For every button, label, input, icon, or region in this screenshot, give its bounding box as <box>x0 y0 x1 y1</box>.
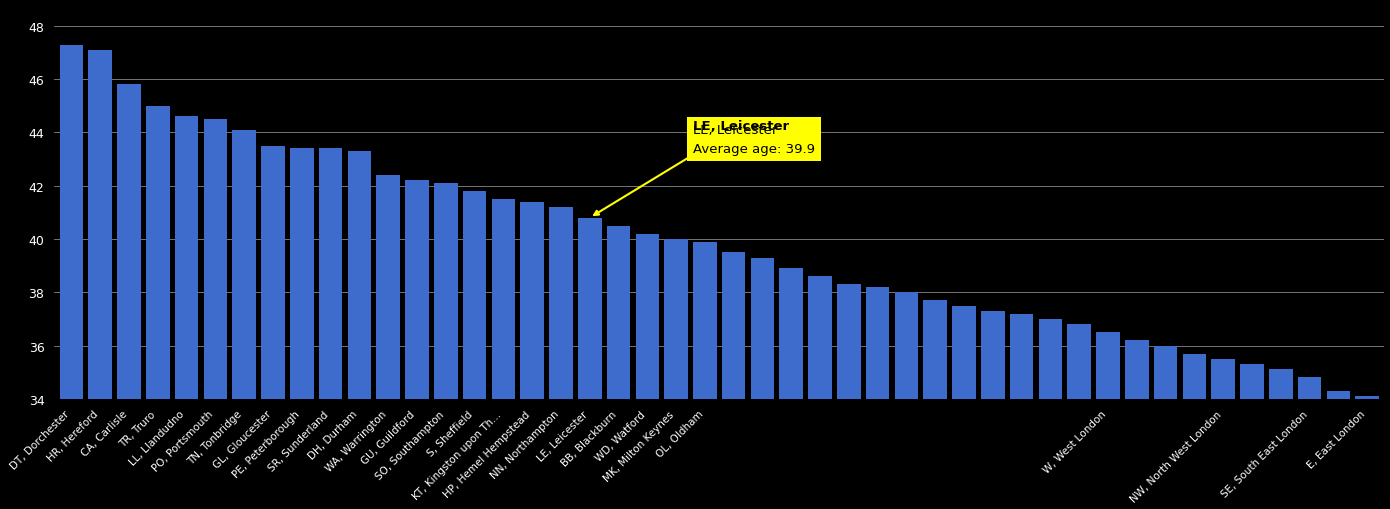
Bar <box>837 285 860 509</box>
Bar <box>1355 397 1379 509</box>
Text: LE, Leicester
Average age: 39.9: LE, Leicester Average age: 39.9 <box>694 124 816 156</box>
Bar <box>751 258 774 509</box>
Bar <box>60 45 83 509</box>
Bar <box>1125 341 1148 509</box>
Bar <box>434 184 457 509</box>
Bar <box>291 149 314 509</box>
Bar <box>664 240 688 509</box>
Bar <box>866 288 890 509</box>
Bar <box>780 269 803 509</box>
Bar <box>1068 325 1091 509</box>
Bar <box>1183 354 1207 509</box>
Bar <box>981 312 1005 509</box>
Bar <box>377 176 400 509</box>
Bar <box>578 218 602 509</box>
Bar <box>635 234 659 509</box>
Bar <box>923 301 947 509</box>
Bar <box>952 306 976 509</box>
Bar <box>203 120 227 509</box>
Bar <box>694 242 717 509</box>
Bar <box>463 192 486 509</box>
Bar <box>895 293 919 509</box>
Bar <box>175 117 199 509</box>
Bar <box>404 181 428 509</box>
Bar <box>606 226 630 509</box>
Bar <box>348 152 371 509</box>
Bar <box>89 51 113 509</box>
Bar <box>1298 378 1322 509</box>
Bar <box>1097 332 1120 509</box>
Bar <box>1212 359 1234 509</box>
Bar <box>1269 370 1293 509</box>
Bar <box>1326 391 1350 509</box>
Bar <box>549 208 573 509</box>
Bar <box>261 147 285 509</box>
Bar <box>232 130 256 509</box>
Bar <box>1009 314 1033 509</box>
Bar <box>1240 364 1264 509</box>
Bar <box>721 253 745 509</box>
Bar <box>318 149 342 509</box>
Bar <box>146 106 170 509</box>
Bar <box>808 277 831 509</box>
Bar <box>520 202 543 509</box>
Bar <box>492 200 516 509</box>
Bar <box>1154 346 1177 509</box>
Text: LE, Leicester: LE, Leicester <box>694 120 790 133</box>
Bar <box>117 86 140 509</box>
Bar <box>1038 319 1062 509</box>
